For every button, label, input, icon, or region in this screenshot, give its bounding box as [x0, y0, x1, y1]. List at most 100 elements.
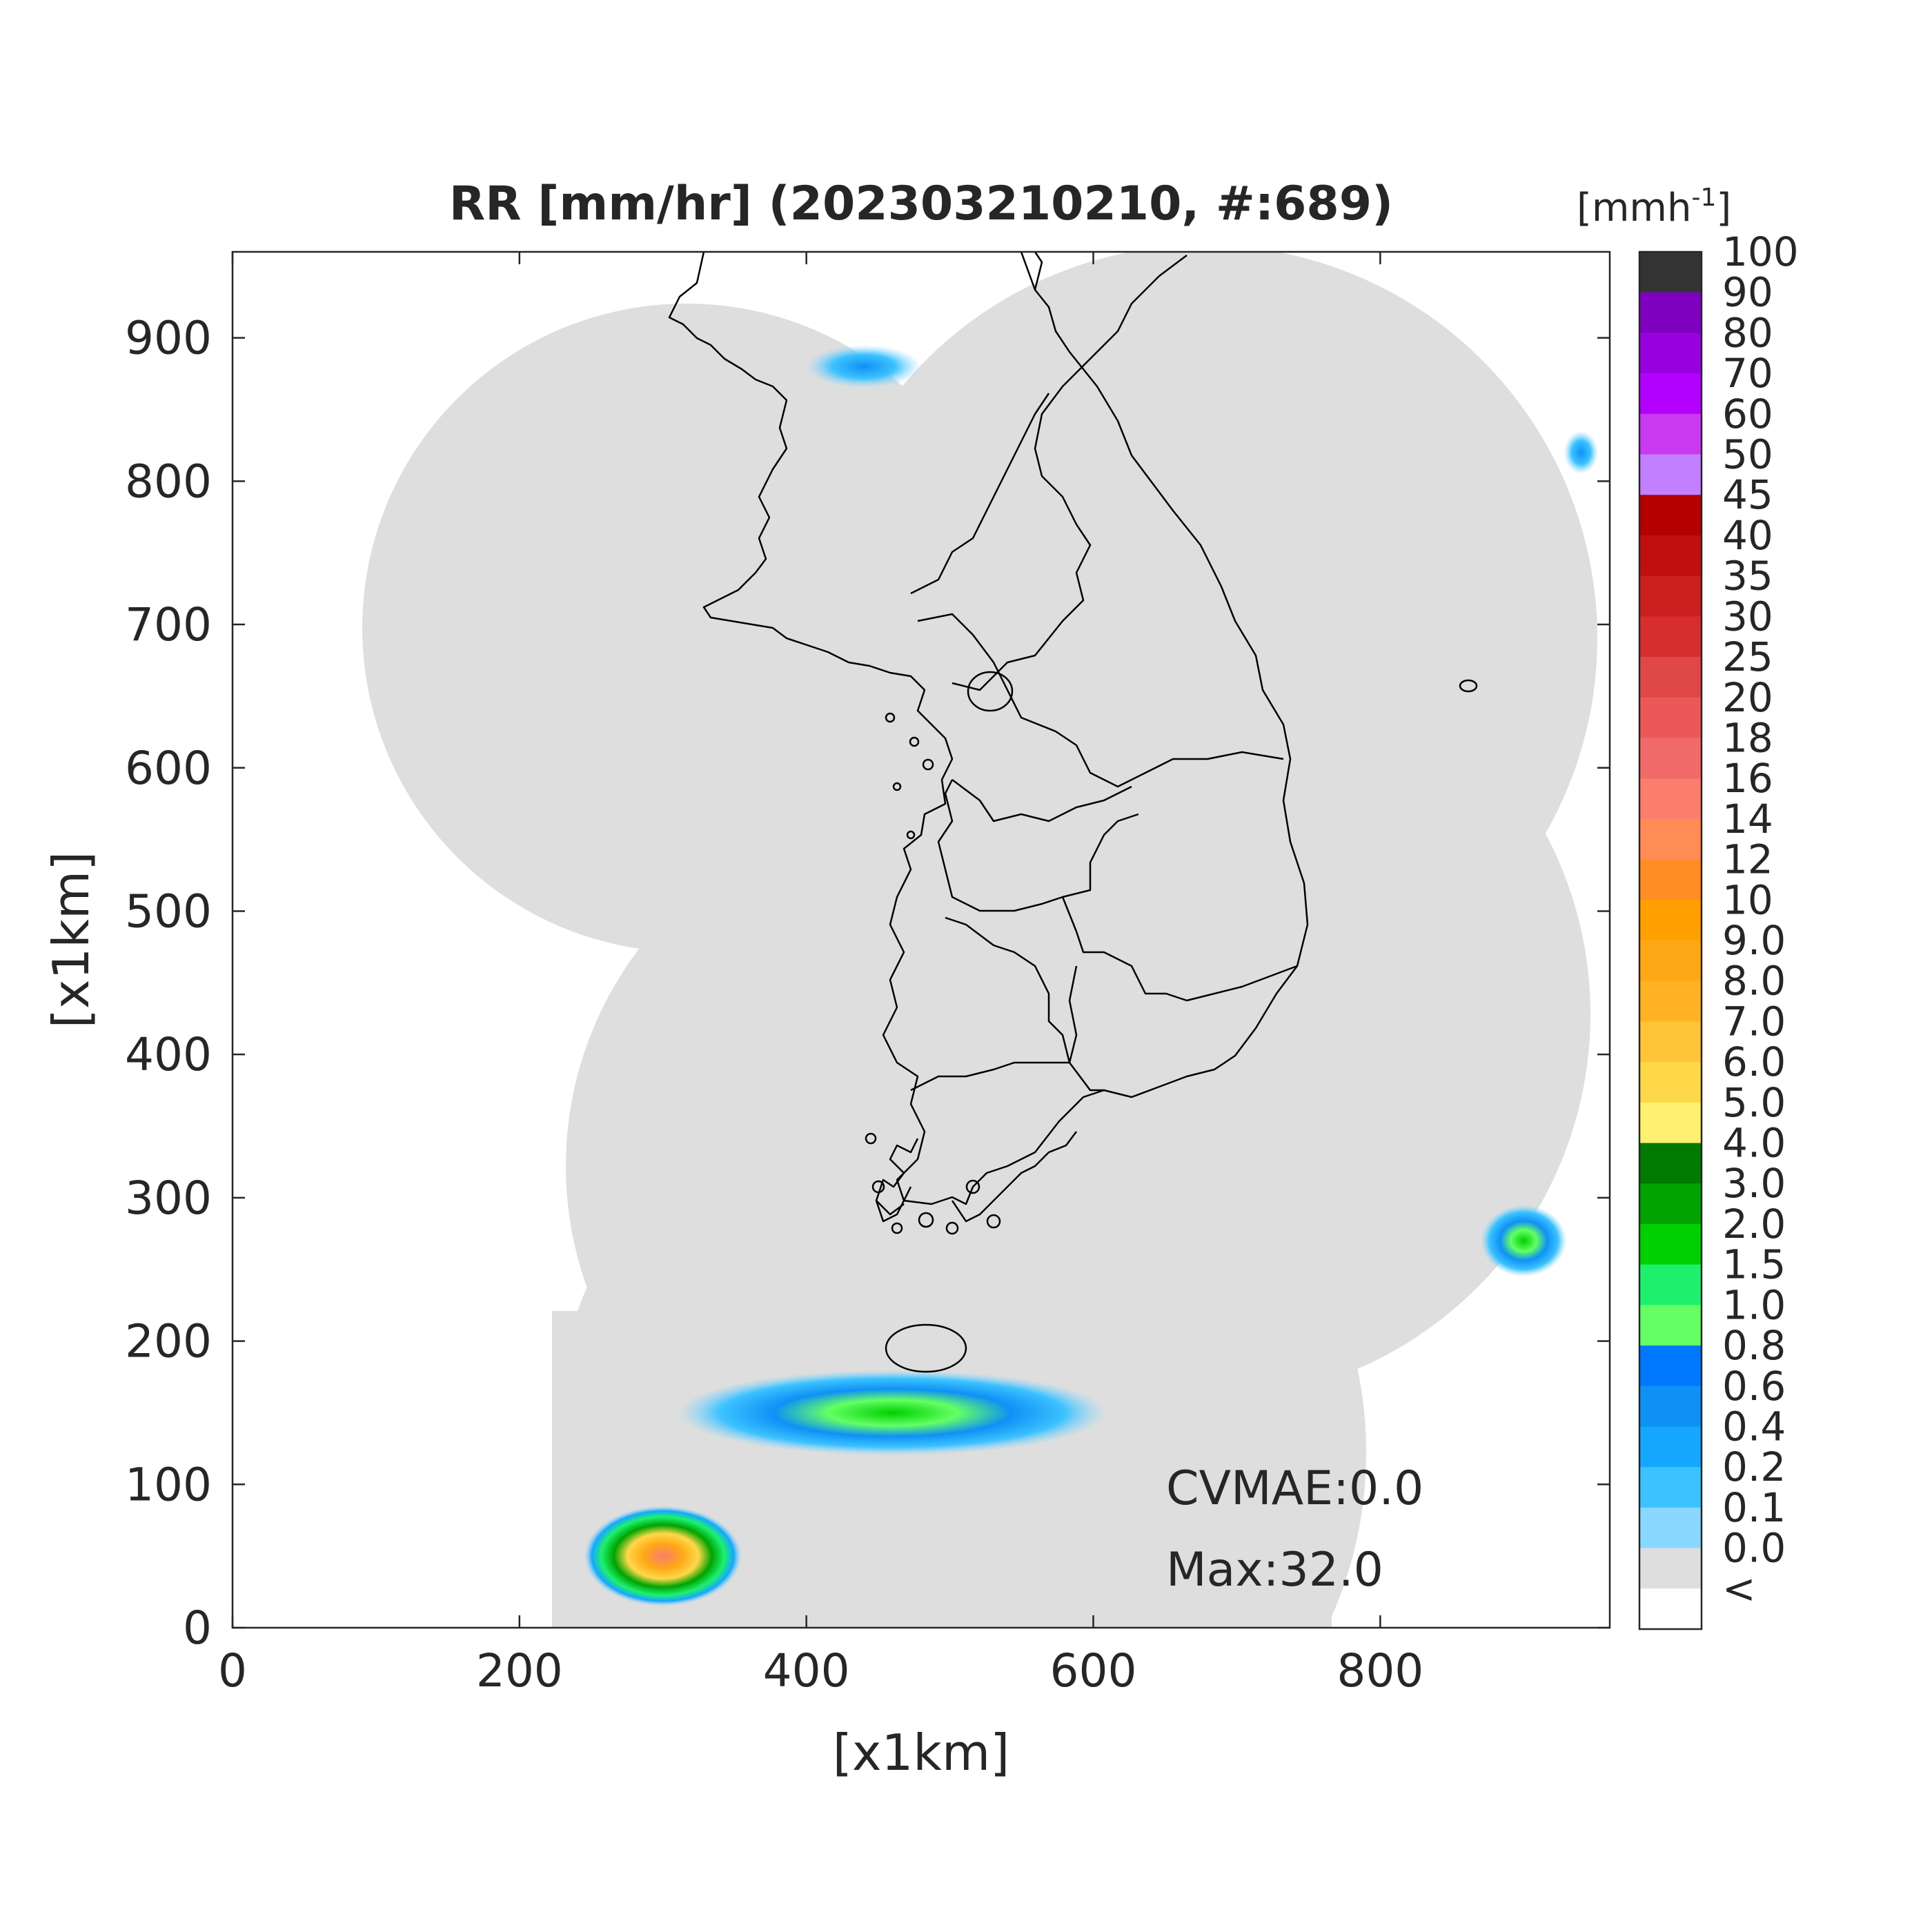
chart-title: RR [mm/hr] (202303210210, #:689) [449, 177, 1393, 231]
colorbar-swatch [1639, 1102, 1702, 1144]
colorbar-tick-label: 4.0 [1722, 1120, 1786, 1167]
colorbar-tick-label: 1.0 [1722, 1281, 1786, 1328]
colorbar-swatch [1639, 413, 1702, 455]
precip-cell-light [1564, 431, 1599, 474]
colorbar-tick-label: 10 [1722, 876, 1773, 923]
precip-cell-heavy [584, 1506, 742, 1606]
colorbar-swatch [1639, 1183, 1702, 1225]
colorbar-swatch [1639, 1264, 1702, 1305]
colorbar-swatch [1639, 454, 1702, 495]
colorbar-swatch [1639, 1548, 1702, 1589]
colorbar-swatch [1639, 859, 1702, 900]
colorbar-tick-label: 80 [1722, 309, 1773, 356]
colorbar-unit-exponent: -1 [1691, 184, 1716, 212]
y-tick-label: 900 [125, 312, 212, 365]
colorbar-swatch [1639, 373, 1702, 415]
colorbar-swatch [1639, 535, 1702, 577]
colorbar: [mmh-1] 10090807060504540353025201816141… [1577, 184, 1799, 1630]
colorbar-swatch [1639, 697, 1702, 739]
y-tick-label: 200 [125, 1315, 212, 1368]
colorbar-tick-label: 18 [1722, 714, 1773, 761]
colorbar-tick-label: 50 [1722, 431, 1773, 478]
colorbar-tick-label: 45 [1722, 471, 1773, 518]
colorbar-tick-label: 0.1 [1722, 1484, 1786, 1531]
colorbar-swatch [1639, 1062, 1702, 1103]
precipitation-layer [584, 345, 1599, 1606]
y-tick-label: 600 [125, 742, 212, 795]
colorbar-swatch [1639, 1507, 1702, 1549]
x-tick-label: 800 [1337, 1644, 1423, 1697]
colorbar-swatch [1639, 818, 1702, 860]
colorbar-swatch [1639, 1021, 1702, 1063]
colorbar-swatch [1639, 292, 1702, 334]
colorbar-swatch [1639, 495, 1702, 536]
colorbar-tick-label: 70 [1722, 350, 1773, 397]
colorbar-tick-label: 0.0 [1722, 1525, 1786, 1572]
colorbar-tick-label: 25 [1722, 633, 1773, 680]
y-tick-label: 500 [125, 885, 212, 938]
colorbar-tick-label: < [1722, 1565, 1756, 1612]
colorbar-swatch [1639, 575, 1702, 617]
colorbar-swatch [1639, 1467, 1702, 1508]
colorbar-frame [1638, 250, 1703, 1630]
colorbar-swatch [1639, 657, 1702, 698]
y-tick-label: 300 [125, 1172, 212, 1225]
colorbar-tick-label: 1.5 [1722, 1241, 1786, 1288]
colorbar-swatch [1639, 1143, 1702, 1184]
precip-cell-moderate [677, 1370, 1108, 1456]
y-tick-label: 400 [125, 1028, 212, 1081]
coastline [668, 252, 1478, 1373]
x-tick-label: 400 [763, 1644, 850, 1697]
colorbar-tick-label: 20 [1722, 674, 1773, 721]
colorbar-tick-label: 90 [1722, 269, 1773, 316]
colorbar-swatch [1639, 333, 1702, 374]
colorbar-unit-close: ] [1716, 186, 1731, 230]
y-tick-label: 700 [125, 598, 212, 651]
y-axis-ticks: 0 100 200 300 400 500 600 700 800 900 [125, 312, 1610, 1655]
max-annotation: Max:32.0 [1166, 1543, 1383, 1597]
colorbar-tick-label: 14 [1722, 796, 1773, 842]
colorbar-swatch [1639, 940, 1702, 982]
colorbar-swatch [1639, 778, 1702, 820]
colorbar-tick-label: 30 [1722, 593, 1773, 640]
y-tick-label: 800 [125, 455, 212, 508]
colorbar-tick-label: 3.0 [1722, 1160, 1786, 1207]
colorbar-swatch [1639, 1386, 1702, 1428]
x-tick-label: 200 [476, 1644, 563, 1697]
colorbar-tick-label: 0.6 [1722, 1363, 1786, 1410]
colorbar-tick-label: 60 [1722, 391, 1773, 437]
colorbar-swatch [1639, 1305, 1702, 1346]
colorbar-tick-label: 16 [1722, 755, 1773, 802]
colorbar-tick-label: 7.0 [1722, 998, 1786, 1045]
colorbar-tick-label: 2.0 [1722, 1201, 1786, 1248]
colorbar-swatch [1639, 900, 1702, 941]
colorbar-swatch [1639, 616, 1702, 658]
colorbar-tick-label: 0.4 [1722, 1403, 1786, 1450]
colorbar-swatch [1639, 738, 1702, 779]
x-tick-label: 600 [1050, 1644, 1137, 1697]
y-axis-label: [x1km] [42, 851, 100, 1028]
radar-coverage [362, 252, 1597, 1628]
colorbar-swatch [1639, 1223, 1702, 1265]
y-tick-label: 0 [183, 1601, 212, 1655]
x-axis-label: [x1km] [833, 1724, 1009, 1782]
x-tick-label: 0 [218, 1644, 247, 1697]
map-axes: 0 200 400 600 800 0 100 200 300 400 500 600 700 800 9… [42, 250, 1611, 1782]
colorbar-swatch [1639, 1588, 1702, 1630]
colorbar-unit-label: [mmh-1] [1577, 184, 1731, 230]
plot-frame [231, 250, 1611, 1629]
precip-cell-light [806, 345, 922, 388]
colorbar-swatch [1639, 252, 1702, 293]
colorbar-tick-label: 40 [1722, 512, 1773, 559]
colorbar-tick-label: 0.2 [1722, 1443, 1786, 1490]
colorbar-tick-label: 6.0 [1722, 1038, 1786, 1085]
x-axis-ticks: 0 200 400 600 800 [218, 252, 1423, 1697]
y-tick-label: 100 [125, 1458, 212, 1511]
colorbar-labels: 100908070605045403530252018161412109.08.… [1722, 228, 1799, 1612]
colorbar-tick-label: 9.0 [1722, 917, 1786, 964]
colorbar-swatches [1639, 252, 1702, 1630]
colorbar-tick-label: 5.0 [1722, 1079, 1786, 1126]
colorbar-tick-label: 12 [1722, 836, 1773, 883]
colorbar-tick-label: 100 [1722, 228, 1799, 275]
